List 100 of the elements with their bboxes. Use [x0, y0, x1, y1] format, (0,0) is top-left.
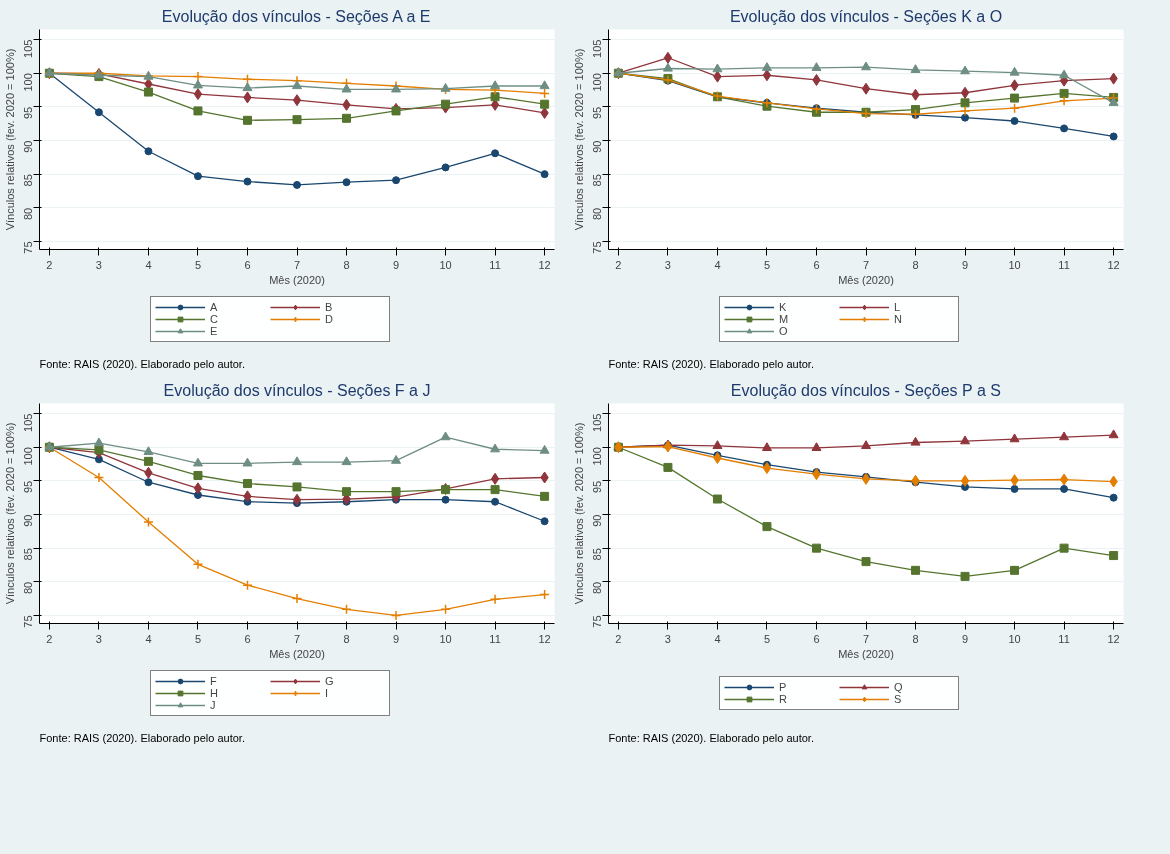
y-tick-label: 75: [22, 615, 35, 628]
legend-label: J: [209, 699, 217, 711]
y-tick-label: 90: [22, 514, 35, 527]
y-tick-label: 100: [22, 447, 35, 466]
x-tick-label: 3: [95, 258, 102, 271]
y-axis-title: Vínculos relativos (fev. 2020 = 100%): [3, 48, 16, 231]
source-note: Fonte: RAIS (2020). Elaborado pelo autor.: [608, 357, 814, 370]
x-tick-label: 5: [194, 258, 202, 271]
y-tick-label: 105: [591, 413, 604, 432]
x-tick-label: 2: [615, 258, 622, 271]
legend-label: D: [324, 313, 334, 325]
x-tick-label: 12: [538, 632, 551, 645]
x-tick-label: 3: [664, 632, 671, 645]
y-axis-title: Vínculos relativos (fev. 2020 = 100%): [572, 48, 585, 231]
legend-label: K: [778, 301, 788, 313]
y-axis-title: Vínculos relativos (fev. 2020 = 100%): [3, 422, 16, 605]
x-tick-label: 6: [813, 258, 820, 271]
x-tick-label: 7: [862, 258, 870, 271]
chart-title: Evolução dos vínculos - Seções P a S: [730, 381, 1001, 399]
x-tick-label: 10: [1008, 632, 1021, 645]
x-tick-label: 9: [961, 258, 969, 271]
y-tick-label: 90: [591, 514, 604, 527]
x-tick-label: 3: [664, 258, 671, 271]
x-tick-label: 2: [615, 632, 622, 645]
y-tick-label: 80: [22, 207, 35, 221]
y-tick-label: 80: [22, 581, 35, 595]
y-tick-label: 80: [591, 581, 604, 595]
legend-label: F: [209, 675, 218, 687]
y-tick-label: 105: [22, 39, 35, 58]
x-tick-label: 11: [1058, 632, 1070, 645]
y-tick-label: 105: [591, 39, 604, 58]
source-note: Fonte: RAIS (2020). Elaborado pelo autor.: [608, 731, 814, 744]
legend-label: G: [324, 675, 335, 687]
x-axis-title: Mês (2020): [269, 647, 325, 660]
y-tick-label: 80: [591, 207, 604, 221]
y-tick-label: 105: [22, 413, 35, 432]
x-tick-label: 9: [961, 632, 969, 645]
y-tick-label: 75: [591, 615, 604, 628]
x-tick-label: 8: [912, 632, 919, 645]
x-tick-label: 8: [343, 632, 350, 645]
x-tick-label: 7: [293, 632, 301, 645]
x-tick-label: 10: [1008, 258, 1021, 271]
y-tick-label: 95: [591, 480, 604, 494]
y-tick-label: 75: [22, 241, 35, 254]
legend-label: I: [324, 687, 330, 699]
legend-label: S: [893, 693, 903, 705]
chart-title: Evolução dos vínculos - Seções F a J: [163, 381, 431, 399]
legend-label: R: [778, 693, 788, 705]
y-tick-label: 85: [591, 548, 604, 561]
x-axis-title: Mês (2020): [838, 273, 894, 286]
x-tick-label: 5: [763, 632, 771, 645]
x-tick-label: 12: [1107, 258, 1120, 271]
x-tick-label: 6: [813, 632, 820, 645]
x-tick-label: 2: [46, 632, 53, 645]
legend-label: Q: [893, 681, 904, 693]
y-tick-label: 95: [22, 480, 35, 494]
y-tick-label: 85: [22, 174, 35, 187]
y-tick-label: 90: [591, 140, 604, 153]
x-tick-label: 4: [145, 258, 152, 271]
x-tick-label: 9: [392, 632, 400, 645]
y-tick-label: 90: [22, 140, 35, 153]
x-axis-title: Mês (2020): [269, 273, 325, 286]
x-tick-label: 6: [244, 258, 251, 271]
legend-label: C: [209, 313, 219, 325]
x-tick-label: 10: [439, 632, 452, 645]
x-tick-label: 12: [538, 258, 551, 271]
x-tick-label: 11: [1058, 258, 1070, 271]
x-tick-label: 4: [714, 258, 721, 271]
legend-label: O: [778, 325, 789, 337]
y-tick-label: 95: [591, 106, 604, 120]
y-tick-label: 95: [22, 106, 35, 120]
y-axis-title: Vínculos relativos (fev. 2020 = 100%): [572, 422, 585, 605]
legend-label: E: [209, 325, 219, 337]
x-tick-label: 2: [46, 258, 53, 271]
y-tick-label: 100: [22, 73, 35, 92]
x-tick-label: 4: [714, 632, 721, 645]
x-tick-label: 7: [862, 632, 870, 645]
x-tick-label: 10: [439, 258, 452, 271]
y-tick-label: 85: [591, 174, 604, 187]
legend-label: L: [893, 301, 902, 313]
y-tick-label: 85: [22, 548, 35, 561]
chart-title: Evolução dos vínculos - Seções K a O: [729, 7, 1003, 25]
legend-label: A: [209, 301, 219, 313]
x-tick-label: 5: [194, 632, 202, 645]
y-tick-label: 100: [591, 447, 604, 466]
x-tick-label: 8: [912, 258, 919, 271]
y-tick-label: 75: [591, 241, 604, 254]
x-tick-label: 9: [392, 258, 400, 271]
x-tick-label: 7: [293, 258, 301, 271]
x-tick-label: 5: [763, 258, 771, 271]
legend-label: H: [209, 687, 219, 699]
x-tick-label: 6: [244, 632, 251, 645]
x-tick-label: 11: [489, 258, 501, 271]
legend-label: P: [778, 681, 788, 693]
x-tick-label: 11: [489, 632, 501, 645]
legend-label: B: [324, 301, 334, 313]
x-axis-title: Mês (2020): [838, 647, 894, 660]
legend-label: N: [893, 313, 903, 325]
x-tick-label: 3: [95, 632, 102, 645]
chart-title: Evolução dos vínculos - Seções A a E: [161, 7, 431, 25]
